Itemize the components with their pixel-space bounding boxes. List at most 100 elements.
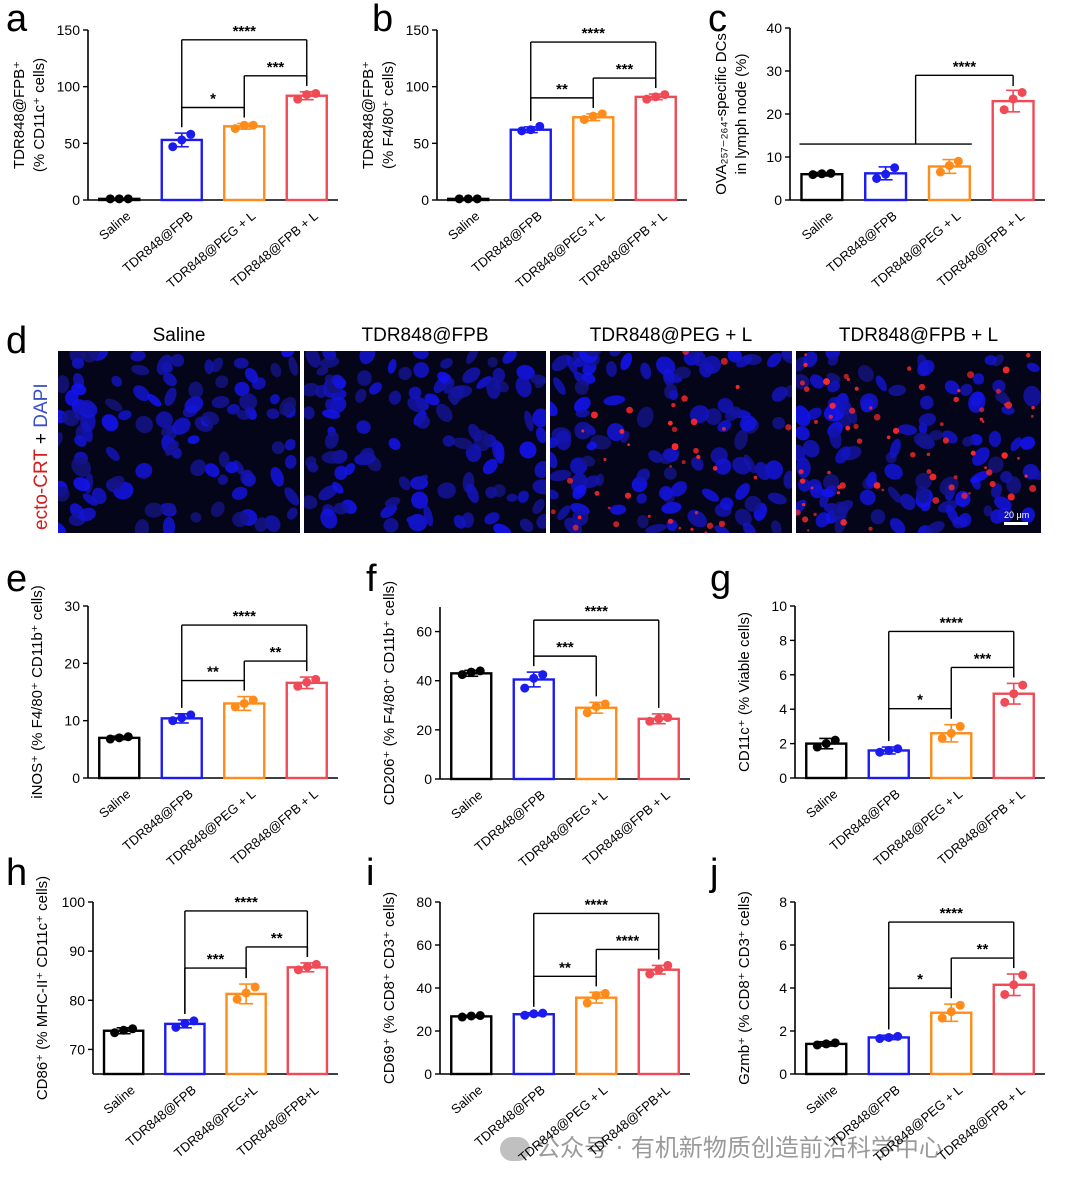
nucleus: [736, 355, 753, 368]
crt-signal: [704, 531, 708, 533]
x-tick-label-a-1: TDR848@FPB: [120, 208, 196, 275]
nucleus: [735, 483, 750, 500]
data-point-i-3: [645, 969, 655, 979]
data-point-e-1: [186, 710, 196, 720]
data-point-b-2: [579, 115, 589, 125]
crt-signal: [696, 454, 701, 460]
nucleus: [717, 397, 734, 414]
nucleus: [359, 351, 376, 365]
data-point-b-3: [651, 92, 661, 102]
x-tick-label-h-2: TDR848@PEG+L: [171, 1082, 260, 1160]
crt-signal: [1030, 414, 1034, 418]
nucleus: [304, 406, 315, 420]
nucleus: [857, 365, 874, 383]
nucleus: [406, 515, 425, 525]
crt-signal: [881, 488, 885, 492]
data-point-e-0: [114, 733, 124, 743]
data-point-b-1: [526, 125, 536, 135]
nucleus: [826, 372, 841, 383]
nucleus: [387, 359, 397, 374]
y-tick-label-e: 30: [64, 598, 80, 614]
crt-signal: [810, 486, 814, 490]
data-point-j-3: [1009, 980, 1019, 990]
data-point-h-2: [232, 994, 242, 1004]
data-point-h-0: [119, 1025, 129, 1035]
nucleus: [408, 386, 422, 400]
bar-e-0: [98, 736, 141, 780]
nucleus: [550, 400, 558, 417]
crt-signal: [970, 450, 976, 456]
nucleus: [574, 380, 589, 395]
nucleus: [925, 521, 945, 533]
crt-signal: [550, 509, 556, 515]
y-tick-label-g: 2: [779, 736, 787, 752]
bar-b-0: [447, 197, 490, 202]
bar-i-0: [450, 1015, 493, 1076]
nucleus: [701, 488, 719, 502]
crt-signal: [1004, 401, 1013, 409]
nucleus: [674, 366, 691, 379]
nucleus: [1020, 436, 1036, 450]
y-axis-label-i: CD69⁺ (% CD8⁺ CD3⁺ cells): [381, 892, 398, 1084]
bar-f-0: [450, 672, 493, 781]
nucleus: [437, 482, 456, 499]
data-point-j-2: [955, 1000, 965, 1010]
nucleus: [536, 513, 546, 529]
crt-signal: [581, 429, 585, 433]
nucleus: [636, 468, 651, 483]
panel-label-g: g: [710, 558, 732, 600]
crt-signal: [926, 452, 931, 457]
data-point-i-1: [520, 1010, 530, 1020]
x-tick-label-e-3: TDR848@FPB + L: [228, 786, 321, 868]
data-point-a-1: [186, 129, 196, 139]
data-point-i-3: [654, 965, 664, 975]
data-point-j-3: [1000, 989, 1010, 999]
micrograph-peg-l-svg: [550, 351, 792, 533]
y-tick-label-g: 6: [779, 667, 787, 683]
data-point-i-0: [466, 1011, 476, 1021]
nucleus: [107, 475, 125, 490]
bar-a-2: [223, 125, 266, 202]
nucleus: [727, 351, 743, 363]
data-point-e-1: [168, 716, 178, 726]
bar-j-2: [930, 1011, 973, 1076]
micrograph-fpb: [304, 351, 546, 533]
nucleus: [415, 414, 430, 429]
data-point-g-3: [1018, 680, 1028, 690]
y-tick-label-g: 10: [771, 598, 787, 614]
nucleus: [767, 352, 782, 368]
data-point-g-2: [955, 721, 965, 731]
sig-label-j: ****: [940, 905, 964, 922]
data-point-j-3: [1018, 970, 1028, 980]
data-point-b-1: [517, 126, 527, 136]
y-tick-label-i: 60: [416, 937, 432, 953]
data-point-a-0: [114, 194, 124, 204]
image-title-fpb-l: TDR848@FPB + L: [838, 325, 999, 346]
nucleus: [81, 351, 99, 363]
crt-signal: [594, 490, 600, 496]
crt-signal: [979, 407, 985, 413]
data-point-f-0: [466, 667, 476, 677]
nucleus: [236, 409, 250, 420]
data-point-b-2: [597, 109, 607, 119]
x-tick-label-f-1: TDR848@FPB: [472, 787, 548, 854]
crt-signal: [799, 478, 806, 484]
y-tick-label-i: 20: [416, 1023, 432, 1039]
nucleus: [388, 437, 401, 451]
nucleus: [918, 413, 936, 427]
nucleus: [144, 502, 164, 518]
nucleus: [859, 393, 879, 411]
nucleus: [131, 364, 150, 376]
nucleus: [71, 456, 92, 477]
bar-i-1: [512, 1013, 555, 1076]
data-point-j-1: [884, 1032, 894, 1042]
nucleus: [772, 416, 786, 430]
nucleus: [65, 389, 79, 406]
y-axis-label-e: iNOS⁺ (% F4/80⁺ CD11b⁺ cells): [29, 585, 46, 799]
y-axis-label-b: TDR848@FPB⁺: [360, 61, 377, 169]
crt-signal: [845, 425, 851, 431]
nucleus: [218, 451, 230, 468]
data-point-f-1: [538, 670, 548, 680]
crt-signal: [979, 417, 983, 421]
crt-signal: [829, 402, 836, 409]
